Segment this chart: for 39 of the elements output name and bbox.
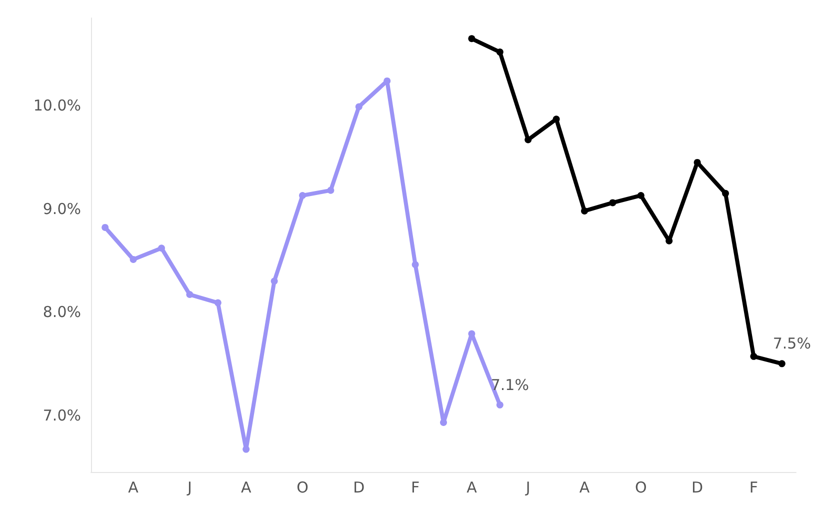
x-tick-label: A — [579, 478, 590, 496]
point — [496, 48, 504, 56]
point — [496, 401, 504, 408]
data-label: 7.5% — [772, 334, 811, 353]
point — [722, 190, 729, 197]
point — [609, 199, 616, 206]
x-tick-label: O — [296, 478, 308, 496]
point — [778, 360, 786, 368]
point — [242, 446, 250, 453]
x-tick-label: J — [524, 478, 530, 496]
y-tick-label: 10.0% — [33, 96, 81, 115]
x-tick-label: J — [186, 478, 192, 496]
point — [327, 186, 334, 194]
point — [468, 35, 476, 42]
point — [186, 291, 194, 298]
point — [299, 192, 306, 199]
point — [130, 256, 137, 263]
point — [581, 207, 588, 214]
x-tick-label: F — [410, 478, 420, 496]
y-tick-label: 7.0% — [42, 406, 81, 424]
point — [750, 352, 758, 360]
x-tick-label: A — [466, 478, 478, 496]
x-tick-label: F — [749, 478, 758, 496]
point — [412, 261, 419, 268]
point — [384, 77, 391, 84]
y-tick-label: 8.0% — [42, 303, 81, 322]
point — [637, 192, 644, 199]
x-tick-label: A — [128, 478, 140, 496]
y-tick-label: 9.0% — [42, 200, 81, 218]
point — [102, 224, 109, 231]
point — [270, 278, 278, 285]
point — [158, 244, 165, 252]
point — [214, 299, 222, 306]
x-tick-label: D — [353, 478, 365, 496]
x-tick-label: A — [240, 478, 252, 496]
x-tick-label: D — [692, 478, 704, 496]
point — [524, 136, 532, 144]
point — [355, 103, 362, 110]
x-tick-label: O — [634, 478, 647, 496]
